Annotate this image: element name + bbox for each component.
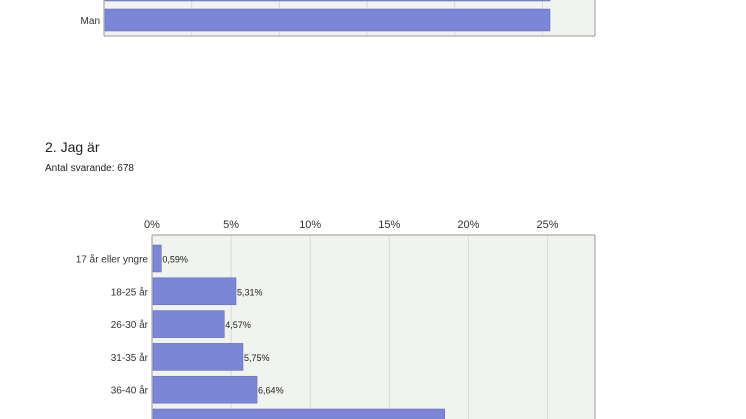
bar xyxy=(152,375,258,404)
category-label: 18-25 år xyxy=(111,286,149,298)
question-title: 2. Jag är xyxy=(45,139,100,155)
tick-label: 10% xyxy=(299,219,321,231)
value-label: 4,57% xyxy=(225,320,251,330)
tick-label: 20% xyxy=(457,219,479,231)
bar xyxy=(104,8,551,32)
category-label: 31-35 år xyxy=(111,352,149,364)
bar xyxy=(152,343,244,371)
chart-gender: Man42,34% xyxy=(81,0,596,37)
category-label: Man xyxy=(81,16,100,27)
value-label: 6,64% xyxy=(258,386,284,396)
bar xyxy=(152,310,225,338)
bar xyxy=(152,408,445,419)
value-label: 5,75% xyxy=(244,353,270,363)
bar xyxy=(104,0,551,2)
category-label: 17 år eller yngre xyxy=(76,254,149,266)
value-label: 0,59% xyxy=(162,255,188,265)
tick-label: 5% xyxy=(223,219,239,231)
category-label: 36-40 år xyxy=(111,385,149,397)
category-label: 26-30 år xyxy=(111,319,149,331)
tick-label: 0% xyxy=(144,219,160,231)
tick-label: 15% xyxy=(378,219,400,231)
bar xyxy=(152,244,162,273)
tick-label: 25% xyxy=(537,219,559,231)
respondent-count: Antal svarande: 678 xyxy=(45,163,134,174)
value-label: 5,31% xyxy=(237,287,263,297)
bar xyxy=(152,277,237,306)
